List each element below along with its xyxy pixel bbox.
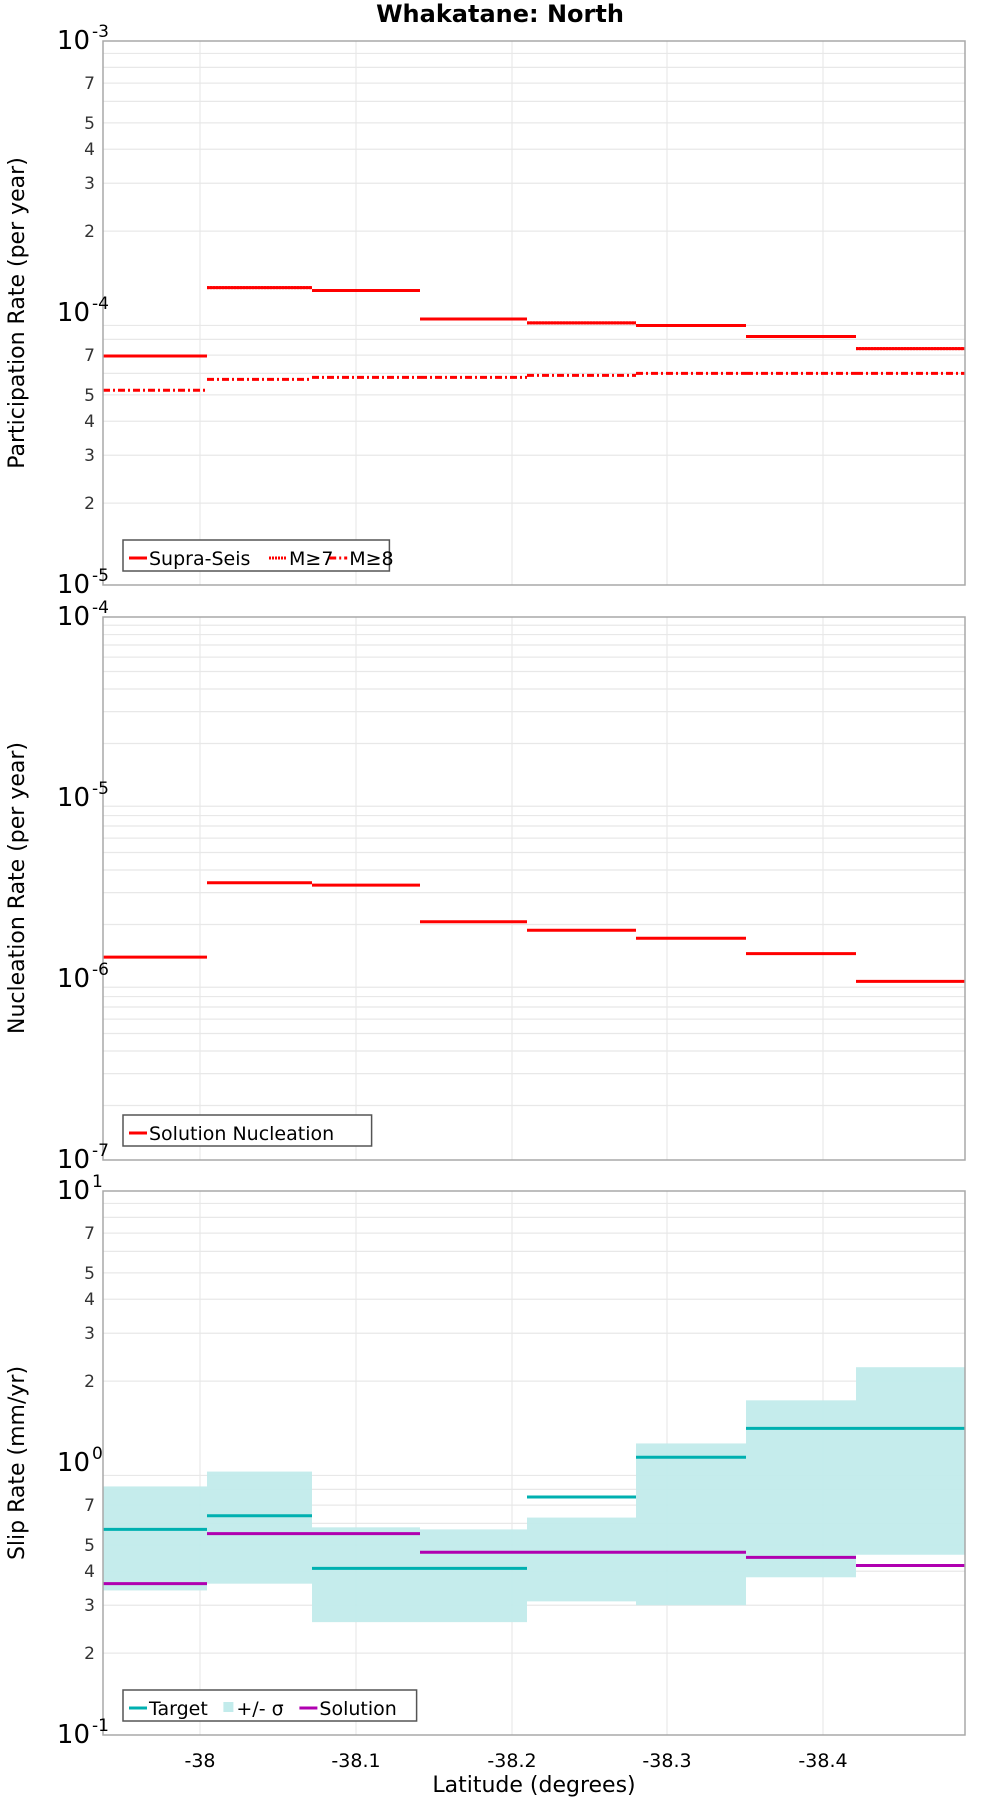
y-tick-minor-label: 2 xyxy=(84,1644,95,1664)
legend-label: +/- σ xyxy=(236,1698,283,1720)
legend-label: M≥7 xyxy=(289,548,333,570)
legend-label: Supra-Seis xyxy=(149,548,250,570)
legend-box xyxy=(122,539,391,572)
panel2-y-axis-label: Nucleation Rate (per year) xyxy=(5,742,30,1034)
y-tick-minor-label: 4 xyxy=(84,140,95,160)
y-tick-label: 10 xyxy=(57,1145,90,1175)
y-tick-minor-label: 5 xyxy=(84,114,95,134)
y-tick-minor-label: 2 xyxy=(84,494,95,514)
y-tick-exponent: -4 xyxy=(92,598,109,618)
y-tick-label: 10 xyxy=(57,964,90,994)
y-tick-exponent: 1 xyxy=(92,1172,103,1192)
y-tick-minor-label: 5 xyxy=(84,1264,95,1284)
sigma-band xyxy=(420,1529,527,1623)
legend: Target +/- σ Solution xyxy=(122,1689,418,1722)
y-tick-label: 10 xyxy=(57,570,90,600)
y-tick-exponent: -7 xyxy=(92,1141,109,1161)
y-tick-exponent: -5 xyxy=(92,779,109,799)
x-tick-label: -38.1 xyxy=(331,1750,380,1772)
y-tick-label: 10 xyxy=(57,602,90,632)
y-tick-exponent: -4 xyxy=(92,294,109,314)
sigma-band xyxy=(636,1443,746,1606)
y-tick-label: 10 xyxy=(57,783,90,813)
legend: Supra-Seis M≥7 M≥8 xyxy=(122,539,394,572)
y-tick-minor-label: 2 xyxy=(84,222,95,242)
legend-label: M≥8 xyxy=(349,548,393,570)
x-axis-label: Latitude (degrees) xyxy=(432,1773,635,1798)
sigma-band xyxy=(527,1517,636,1602)
y-tick-exponent: -1 xyxy=(92,1716,109,1736)
legend-box xyxy=(122,1114,373,1147)
panel1-y-axis-label: Participation Rate (per year) xyxy=(5,157,30,469)
y-tick-minor-label: 3 xyxy=(84,446,95,466)
y-tick-label: 10 xyxy=(57,26,90,56)
y-tick-minor-label: 4 xyxy=(84,412,95,432)
y-tick-label: 10 xyxy=(57,1448,90,1478)
y-tick-label: 10 xyxy=(57,1720,90,1750)
y-tick-exponent: -6 xyxy=(92,960,109,980)
sigma-band xyxy=(312,1527,420,1623)
y-tick-minor-label: 4 xyxy=(84,1562,95,1582)
y-tick-minor-label: 5 xyxy=(84,1536,95,1556)
y-tick-exponent: 0 xyxy=(92,1444,103,1464)
y-tick-label: 10 xyxy=(57,1176,90,1206)
y-tick-exponent: -5 xyxy=(92,566,109,586)
y-tick-minor-label: 7 xyxy=(84,1224,95,1244)
x-tick-label: -38.2 xyxy=(487,1750,536,1772)
sigma-band xyxy=(856,1367,965,1555)
sigma-band xyxy=(103,1486,207,1591)
plot-frame xyxy=(102,40,966,586)
y-tick-exponent: -3 xyxy=(92,22,109,42)
y-tick-minor-label: 2 xyxy=(84,1372,95,1392)
y-tick-minor-label: 7 xyxy=(84,346,95,366)
y-tick-minor-label: 3 xyxy=(84,1324,95,1344)
legend-label: Target xyxy=(148,1698,208,1720)
chart-title: Whakatane: North xyxy=(376,0,624,28)
y-tick-minor-label: 3 xyxy=(84,1596,95,1616)
plot-frame xyxy=(102,1190,966,1736)
plot-area xyxy=(103,617,965,1160)
legend: Solution Nucleation xyxy=(122,1114,373,1147)
plot-area xyxy=(103,41,965,585)
sigma-band xyxy=(746,1400,856,1578)
panel3-y-axis-label: Slip Rate (mm/yr) xyxy=(5,1366,30,1560)
x-tick-label: -38.4 xyxy=(798,1750,847,1772)
legend-swatch xyxy=(223,1702,234,1712)
legend-label: Solution Nucleation xyxy=(149,1123,334,1145)
legend-box xyxy=(122,1689,418,1722)
y-tick-minor-label: 7 xyxy=(84,74,95,94)
sigma-band xyxy=(207,1471,312,1584)
plot-frame xyxy=(102,616,966,1161)
y-tick-label: 10 xyxy=(57,298,90,328)
x-tick-label: -38 xyxy=(184,1750,215,1772)
y-tick-minor-label: 7 xyxy=(84,1496,95,1516)
y-tick-minor-label: 3 xyxy=(84,174,95,194)
y-tick-minor-label: 5 xyxy=(84,386,95,406)
legend-label: Solution xyxy=(319,1698,396,1720)
x-tick-label: -38.3 xyxy=(642,1750,691,1772)
y-tick-minor-label: 4 xyxy=(84,1290,95,1310)
